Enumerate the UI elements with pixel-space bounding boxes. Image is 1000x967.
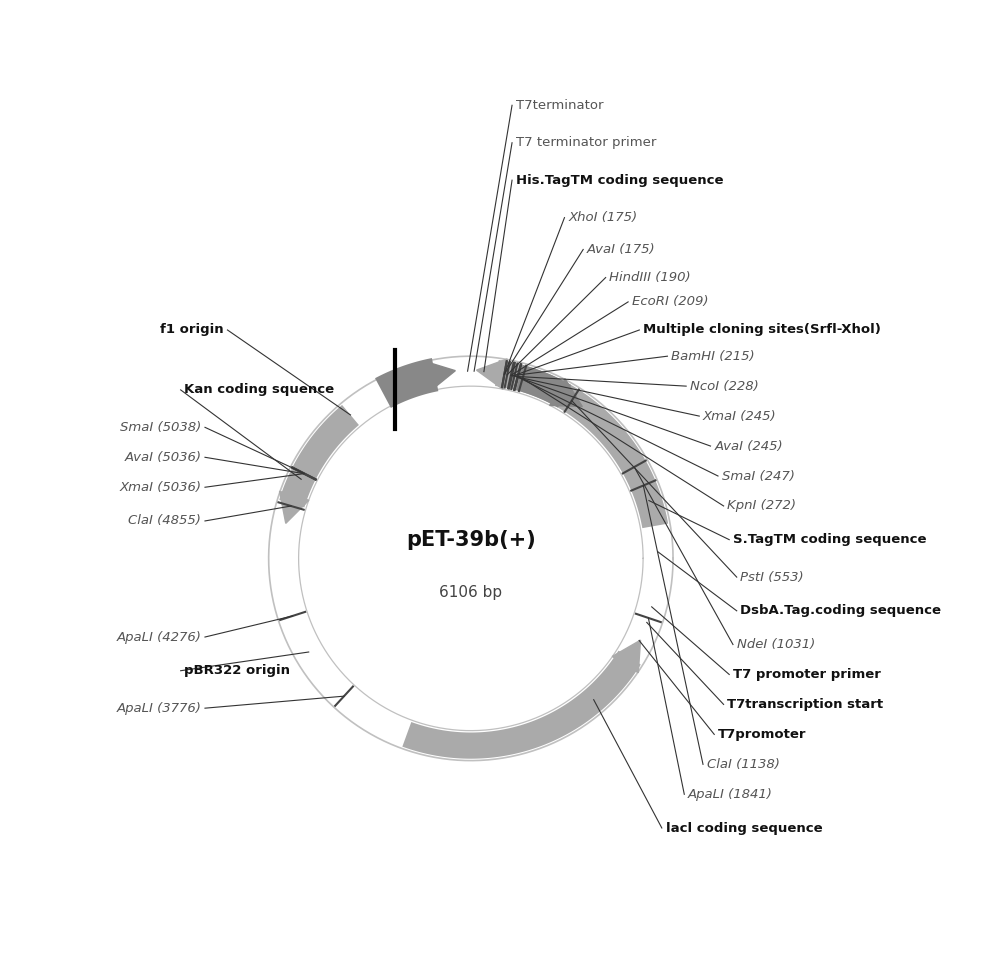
- Text: S.TagTM coding sequence: S.TagTM coding sequence: [733, 533, 926, 546]
- Polygon shape: [550, 379, 582, 406]
- Polygon shape: [424, 361, 455, 392]
- Polygon shape: [375, 358, 438, 408]
- Polygon shape: [516, 365, 571, 408]
- Polygon shape: [495, 360, 668, 528]
- Text: ApaLI (1841): ApaLI (1841): [688, 788, 773, 801]
- Text: ClaI (4855): ClaI (4855): [128, 514, 201, 527]
- Text: AvaI (245): AvaI (245): [714, 440, 783, 453]
- Text: XhoI (175): XhoI (175): [568, 211, 637, 224]
- Text: HindIII (190): HindIII (190): [609, 271, 691, 284]
- Text: NcoI (228): NcoI (228): [690, 380, 759, 393]
- Text: ApaLI (3776): ApaLI (3776): [116, 702, 201, 715]
- Text: AvaI (175): AvaI (175): [587, 243, 656, 256]
- Text: T7 terminator primer: T7 terminator primer: [516, 136, 656, 149]
- Text: His.TagTM coding sequence: His.TagTM coding sequence: [516, 174, 723, 187]
- Text: 6106 bp: 6106 bp: [439, 585, 502, 600]
- Text: T7 promoter primer: T7 promoter primer: [733, 668, 881, 681]
- Text: KpnI (272): KpnI (272): [727, 500, 796, 513]
- Text: DsbA.Tag.coding sequence: DsbA.Tag.coding sequence: [740, 604, 941, 617]
- Polygon shape: [402, 651, 641, 759]
- Text: AvaI (5036): AvaI (5036): [124, 451, 201, 464]
- Polygon shape: [280, 491, 309, 523]
- Text: XmaI (5036): XmaI (5036): [119, 481, 201, 494]
- Text: XmaI (245): XmaI (245): [703, 410, 777, 423]
- Polygon shape: [477, 359, 507, 390]
- Text: T7promoter: T7promoter: [718, 728, 806, 741]
- Text: pET-39b(+): pET-39b(+): [406, 530, 536, 549]
- Text: NdeI (1031): NdeI (1031): [737, 638, 815, 651]
- Text: SmaI (247): SmaI (247): [722, 470, 795, 483]
- Text: PstI (553): PstI (553): [740, 571, 804, 584]
- Text: pBR322 origin: pBR322 origin: [184, 664, 290, 677]
- Text: lacl coding sequence: lacl coding sequence: [666, 822, 822, 835]
- Polygon shape: [279, 405, 359, 508]
- Text: T7transcription start: T7transcription start: [727, 698, 883, 711]
- Text: BamHI (215): BamHI (215): [671, 350, 755, 363]
- Text: SmaI (5038): SmaI (5038): [120, 421, 201, 434]
- Text: f1 origin: f1 origin: [160, 324, 224, 337]
- Text: ApaLI (4276): ApaLI (4276): [116, 630, 201, 643]
- Text: ClaI (1138): ClaI (1138): [707, 758, 780, 771]
- Polygon shape: [612, 640, 641, 673]
- Text: Kan coding squence: Kan coding squence: [184, 383, 335, 396]
- Text: Multiple cloning sites(Srfl-Xhol): Multiple cloning sites(Srfl-Xhol): [643, 324, 881, 337]
- Text: EcoRI (209): EcoRI (209): [632, 295, 708, 308]
- Text: T7terminator: T7terminator: [516, 99, 603, 112]
